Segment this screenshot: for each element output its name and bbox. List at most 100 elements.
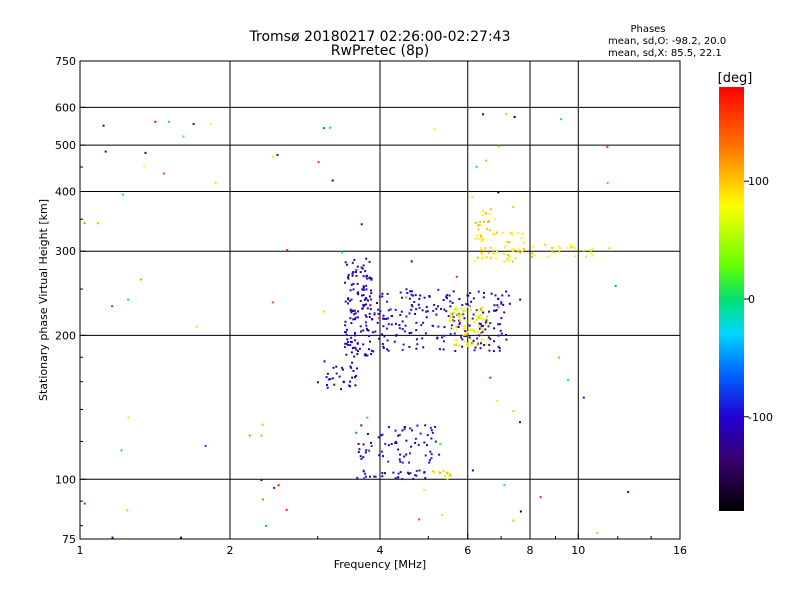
- data-point: [260, 479, 263, 482]
- data-point: [476, 337, 479, 340]
- data-point: [493, 253, 496, 255]
- data-point: [356, 265, 359, 268]
- data-point: [392, 471, 395, 474]
- colorbar-tick-label: 0: [748, 293, 755, 306]
- data-point: [387, 444, 390, 447]
- x-tick-label: 6: [464, 544, 471, 557]
- data-point: [473, 331, 476, 333]
- data-point: [385, 318, 387, 320]
- data-point: [497, 334, 500, 337]
- data-point: [401, 320, 404, 323]
- data-point: [410, 445, 413, 448]
- data-point: [461, 338, 464, 341]
- data-point: [386, 348, 389, 351]
- data-point: [332, 366, 335, 369]
- data-point: [503, 260, 506, 263]
- data-point: [426, 310, 429, 313]
- data-point: [481, 324, 484, 327]
- data-point: [506, 241, 509, 243]
- data-point: [352, 370, 355, 372]
- data-point: [498, 349, 501, 352]
- data-point: [439, 472, 441, 474]
- data-point: [374, 475, 377, 478]
- data-point: [475, 344, 478, 347]
- data-point: [449, 473, 451, 476]
- data-point: [435, 313, 438, 316]
- data-point: [461, 345, 464, 348]
- data-point: [480, 307, 483, 310]
- data-point: [424, 424, 427, 427]
- data-point: [480, 329, 483, 332]
- data-point: [363, 477, 366, 480]
- data-point: [368, 449, 371, 452]
- data-point: [404, 324, 407, 327]
- data-point: [411, 294, 414, 297]
- data-point: [500, 317, 503, 320]
- data-point: [370, 445, 373, 448]
- data-point: [480, 240, 483, 243]
- data-point: [386, 300, 389, 303]
- data-point: [415, 474, 418, 477]
- data-point: [479, 347, 482, 350]
- data-point: [487, 338, 490, 341]
- data-point: [395, 322, 397, 325]
- data-point: [505, 334, 507, 336]
- data-point: [443, 308, 446, 311]
- data-point: [362, 329, 365, 332]
- data-point: [433, 303, 436, 306]
- data-point: [480, 247, 483, 250]
- data-point: [465, 335, 467, 337]
- data-point: [471, 317, 474, 320]
- data-point: [405, 288, 408, 291]
- data-point: [411, 429, 414, 432]
- data-point: [481, 330, 484, 333]
- data-point: [409, 290, 412, 293]
- data-point: [480, 342, 482, 345]
- x-tick-label: 2: [227, 544, 234, 557]
- data-point: [485, 319, 488, 322]
- data-point: [349, 308, 352, 311]
- data-point: [487, 322, 490, 325]
- data-point: [495, 231, 498, 234]
- data-point: [346, 328, 348, 331]
- data-point: [517, 247, 520, 250]
- data-point: [369, 475, 371, 478]
- data-point: [418, 469, 421, 472]
- data-point: [354, 318, 356, 321]
- data-point: [480, 235, 482, 238]
- data-point: [477, 330, 480, 333]
- data-point: [464, 309, 467, 312]
- y-tick-label: 100: [55, 473, 76, 486]
- colorbar: [719, 87, 744, 511]
- data-point: [382, 325, 385, 328]
- data-point: [505, 113, 508, 116]
- data-point: [433, 128, 436, 131]
- data-point: [509, 231, 512, 234]
- data-point: [350, 322, 353, 325]
- data-point: [465, 303, 468, 305]
- data-point: [286, 249, 289, 252]
- data-point: [442, 299, 445, 301]
- data-point: [382, 317, 385, 320]
- data-point: [468, 305, 470, 308]
- data-point: [354, 316, 357, 319]
- data-point: [362, 443, 365, 446]
- data-point: [489, 337, 492, 340]
- data-point: [467, 345, 470, 347]
- data-point: [404, 426, 407, 428]
- data-point: [317, 381, 319, 384]
- data-point: [614, 285, 617, 287]
- data-point: [496, 400, 499, 402]
- data-point: [384, 472, 386, 475]
- data-point: [574, 255, 577, 258]
- data-point: [571, 246, 574, 248]
- data-point: [505, 290, 508, 293]
- data-point: [533, 254, 536, 257]
- data-point: [493, 233, 496, 236]
- data-point: [364, 451, 367, 454]
- data-point: [463, 333, 466, 336]
- data-point: [558, 356, 560, 359]
- data-point: [350, 366, 353, 369]
- data-point: [449, 333, 452, 336]
- data-point: [458, 298, 461, 301]
